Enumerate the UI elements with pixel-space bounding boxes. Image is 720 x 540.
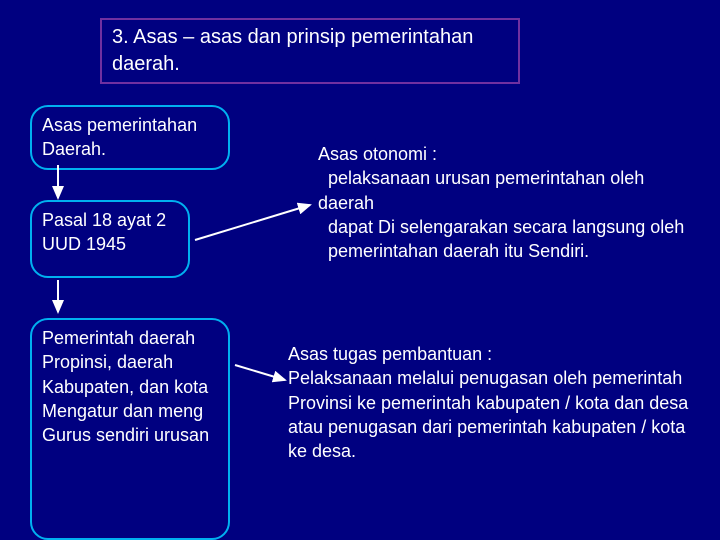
left-box3-line1: Pemerintah daerah [42, 326, 218, 350]
left-box3-line2: Propinsi, daerah [42, 350, 218, 374]
left-box1-text: Asas pemerintahan Daerah. [42, 115, 197, 159]
rtop-line1: Asas otonomi : [318, 142, 702, 166]
left-box-pemerintah-daerah: Pemerintah daerah Propinsi, daerah Kabup… [30, 318, 230, 540]
right-box-asas-otonomi: Asas otonomi : pelaksanaan urusan pemeri… [310, 138, 710, 298]
rbot-line1: Asas tugas pembantuan : [288, 342, 702, 366]
rtop-line4: pemerintahan daerah itu Sendiri. [318, 239, 702, 263]
rtop-line2: pelaksanaan urusan pemerintahan oleh dae… [318, 166, 702, 215]
rbot-line5: ke desa. [288, 439, 702, 463]
title-text: 3. Asas – asas dan prinsip pemerintahan … [112, 26, 473, 75]
left-box-pasal-18: Pasal 18 ayat 2 UUD 1945 [30, 200, 190, 278]
rbot-line4: atau penugasan dari pemerintah kabupaten… [288, 415, 702, 439]
rbot-line2: Pelaksanaan melalui penugasan oleh pemer… [288, 366, 702, 390]
title-box: 3. Asas – asas dan prinsip pemerintahan … [100, 18, 520, 84]
rbot-line3: Provinsi ke pemerintah kabupaten / kota … [288, 391, 702, 415]
right-box-asas-tugas-pembantuan: Asas tugas pembantuan : Pelaksanaan mela… [280, 338, 710, 528]
left-box3-line3: Kabupaten, dan kota [42, 375, 218, 399]
rtop-line3: dapat Di selengarakan secara langsung ol… [318, 215, 702, 239]
left-box3-line4: Mengatur dan meng [42, 399, 218, 423]
left-box2-line1: Pasal 18 ayat 2 [42, 208, 178, 232]
left-box-asas-pemerintahan: Asas pemerintahan Daerah. [30, 105, 230, 170]
left-box3-line5: Gurus sendiri urusan [42, 423, 218, 447]
left-box2-line2: UUD 1945 [42, 232, 178, 256]
